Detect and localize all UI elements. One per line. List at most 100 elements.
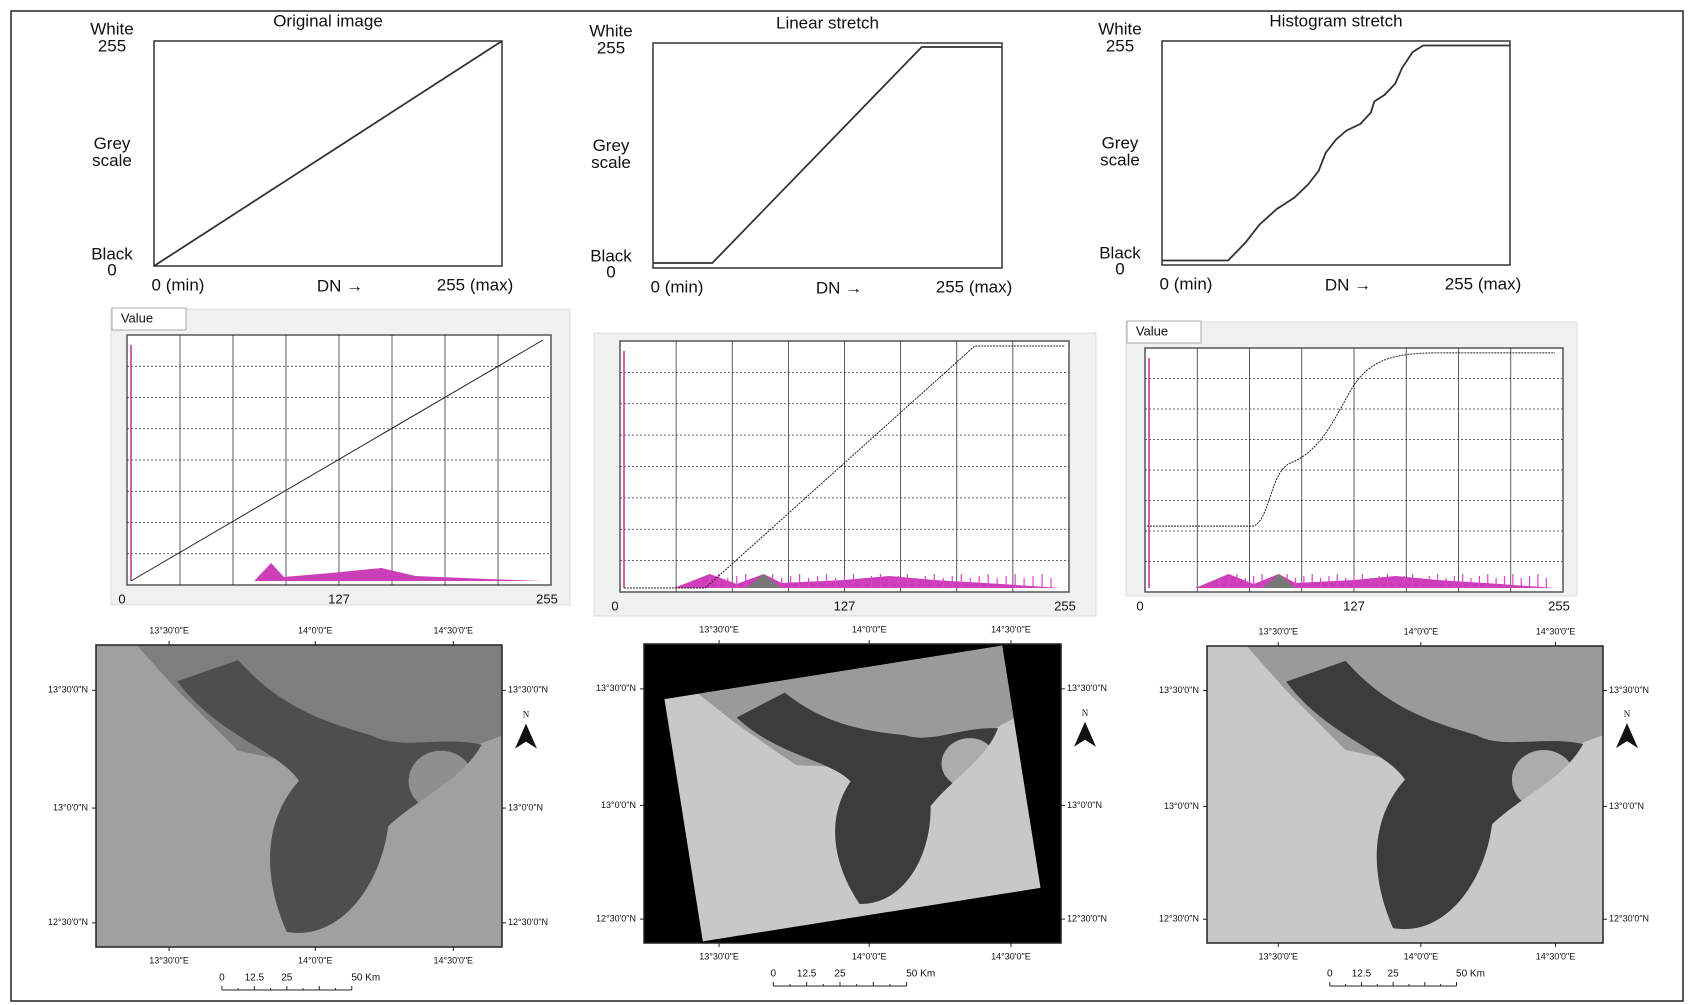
- scale-label: 12.5: [1352, 969, 1372, 980]
- x-max-label: 255 (max): [936, 277, 1013, 296]
- lake: [177, 660, 482, 933]
- lon-label: 13°30'0"E: [1259, 951, 1299, 961]
- lon-label: 14°0'0"E: [852, 624, 887, 634]
- map-scene: [96, 645, 502, 947]
- transfer-plot-frame: [1161, 40, 1511, 266]
- lon-label: 14°30'0"E: [434, 625, 474, 635]
- lake: [736, 692, 999, 905]
- transfer-plot-frame: [652, 42, 1003, 269]
- light-patch: [941, 738, 997, 788]
- y-mid-label: scale: [591, 153, 631, 172]
- lookup-curve: [1147, 352, 1555, 527]
- hist-tick-label: 0: [611, 598, 618, 613]
- y-bottom-label: Black: [1099, 243, 1141, 262]
- lon-label: 14°30'0"E: [1536, 626, 1576, 636]
- lookup-curve: [624, 345, 1065, 589]
- hist-tick-label: 0: [118, 591, 125, 606]
- x-min-label: 0 (min): [651, 277, 704, 296]
- lat-label: 13°0'0"N: [1164, 801, 1199, 811]
- transfer-curve: [1162, 44, 1510, 262]
- x-axis-label: DN →: [1325, 275, 1371, 294]
- x-min-label: 0 (min): [152, 275, 205, 294]
- x-axis-label: DN →: [317, 276, 363, 295]
- lon-label: 13°30'0"E: [149, 625, 189, 635]
- lon-label: 13°30'0"E: [699, 951, 739, 961]
- map-frame: [1206, 645, 1604, 944]
- lat-label: 13°30'0"N: [1609, 685, 1649, 695]
- lon-label: 14°0'0"E: [852, 951, 887, 961]
- lake: [1286, 660, 1584, 930]
- window-tab: [111, 307, 187, 331]
- y-mid-label: Grey: [593, 136, 630, 155]
- lat-label: 13°30'0"N: [48, 685, 88, 695]
- panel-title: Linear stretch: [776, 13, 879, 32]
- y-top-value: 255: [597, 38, 625, 57]
- lat-label: 12°30'0"N: [1609, 914, 1649, 924]
- map-scene: [1207, 646, 1603, 943]
- lat-label: 13°0'0"N: [53, 802, 88, 812]
- panel-title: Original image: [273, 11, 383, 30]
- lon-label: 13°30'0"E: [699, 624, 739, 634]
- scale-label: 25: [1388, 969, 1400, 980]
- scale-label: 50 Km: [906, 969, 935, 980]
- scale-label: 0: [1327, 969, 1333, 980]
- lat-label: 13°0'0"N: [1067, 800, 1102, 810]
- north-label: N: [1082, 708, 1089, 718]
- y-bottom-value: 0: [606, 262, 615, 281]
- y-mid-label: scale: [1100, 151, 1140, 170]
- lon-label: 14°30'0"E: [991, 951, 1031, 961]
- map-image: [1207, 646, 1603, 943]
- y-mid-label: Grey: [94, 134, 131, 153]
- lon-label: 14°30'0"E: [434, 955, 474, 965]
- light-patch: [408, 750, 474, 812]
- lon-label: 13°30'0"E: [149, 955, 189, 965]
- hist-tick-label: 255: [1054, 598, 1076, 613]
- y-top-value: 255: [1106, 36, 1134, 55]
- transfer-curve: [153, 40, 503, 267]
- map-scene: [664, 645, 1041, 942]
- lat-label: 13°30'0"N: [596, 683, 636, 693]
- y-bottom-value: 0: [1115, 259, 1124, 278]
- map-image: [96, 645, 502, 947]
- lat-label: 12°30'0"N: [1067, 913, 1107, 923]
- lookup-curve: [130, 339, 544, 582]
- y-bottom-value: 0: [107, 260, 116, 279]
- y-top-label: White: [589, 21, 632, 40]
- hist-tick-label: 127: [328, 591, 350, 606]
- histogram-grey: [1262, 574, 1296, 588]
- y-top-label: White: [90, 19, 133, 38]
- north-label: N: [523, 710, 530, 720]
- lat-label: 12°30'0"N: [1159, 914, 1199, 924]
- x-max-label: 255 (max): [1445, 274, 1522, 293]
- lat-label: 13°30'0"N: [508, 685, 548, 695]
- scale-label: 50 Km: [1456, 969, 1485, 980]
- lon-label: 13°30'0"E: [1259, 626, 1299, 636]
- y-bottom-label: Black: [590, 246, 632, 265]
- lat-label: 13°0'0"N: [601, 800, 636, 810]
- scale-label: 50 Km: [351, 973, 380, 984]
- light-patch: [1511, 749, 1576, 810]
- lon-label: 14°0'0"E: [298, 955, 333, 965]
- y-top-value: 255: [98, 36, 126, 55]
- y-mid-label: Grey: [1102, 134, 1139, 153]
- hist-tick-label: 255: [536, 591, 558, 606]
- y-top-label: White: [1098, 19, 1141, 38]
- x-axis-label: DN →: [816, 278, 862, 297]
- map-frame: [95, 644, 503, 948]
- figure-border: [10, 10, 1684, 1002]
- lon-label: 14°30'0"E: [991, 624, 1031, 634]
- hist-tick-label: 127: [1343, 598, 1365, 613]
- lon-label: 14°0'0"E: [1404, 951, 1439, 961]
- lat-label: 13°0'0"N: [1609, 801, 1644, 811]
- lat-label: 13°0'0"N: [508, 802, 543, 812]
- lat-label: 12°30'0"N: [48, 917, 88, 927]
- lat-label: 12°30'0"N: [508, 917, 548, 927]
- lat-label: 13°30'0"N: [1067, 683, 1107, 693]
- panel-title: Histogram stretch: [1269, 11, 1402, 30]
- hist-tick-label: 127: [834, 598, 856, 613]
- window-tab-label: Value: [121, 310, 153, 325]
- scale-label: 12.5: [797, 969, 817, 980]
- transfer-curve: [653, 46, 1002, 264]
- window-tab-label: Value: [1136, 323, 1168, 338]
- hist-tick-label: 255: [1548, 598, 1570, 613]
